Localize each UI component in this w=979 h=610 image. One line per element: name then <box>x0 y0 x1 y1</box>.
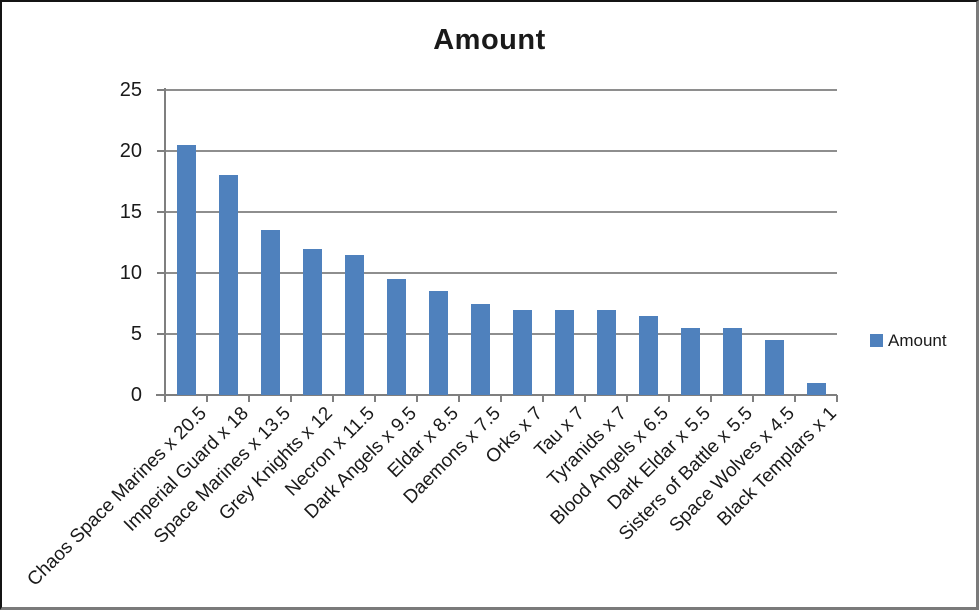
legend-label: Amount <box>888 331 947 350</box>
y-axis-tick-label: 25 <box>119 79 142 101</box>
x-axis-tick <box>248 395 250 402</box>
x-axis-tick <box>332 395 334 402</box>
bar <box>428 291 448 395</box>
gridline <box>165 150 837 152</box>
bar <box>218 175 238 395</box>
x-axis-tick <box>584 395 586 402</box>
x-axis-tick <box>710 395 712 402</box>
bar <box>176 144 196 395</box>
x-axis-tick <box>752 395 754 402</box>
bar <box>638 315 658 395</box>
gridline <box>165 89 837 91</box>
y-axis-tick-label: 15 <box>119 201 142 223</box>
legend: Amount <box>870 331 947 350</box>
bar <box>512 309 532 395</box>
y-axis-tick-label: 10 <box>119 262 142 284</box>
x-axis-line <box>156 394 837 396</box>
bar <box>344 254 364 395</box>
x-axis-tick <box>542 395 544 402</box>
y-axis-tick <box>157 333 165 335</box>
x-axis-tick <box>374 395 376 402</box>
bar <box>764 340 784 395</box>
x-axis-tick <box>458 395 460 402</box>
y-axis-tick-label: 20 <box>119 140 142 162</box>
bar <box>722 327 742 395</box>
y-axis-tick-label: 0 <box>130 384 142 406</box>
chart-title: Amount <box>433 24 546 56</box>
y-axis-tick-label: 5 <box>130 323 142 345</box>
x-axis-tick <box>290 395 292 402</box>
x-axis-tick <box>416 395 418 402</box>
gridline <box>165 211 837 213</box>
x-axis-tick <box>206 395 208 402</box>
x-axis-tick <box>164 395 166 402</box>
bar <box>596 309 616 395</box>
y-axis-line <box>164 88 166 396</box>
gridline <box>165 333 837 335</box>
bar <box>554 309 574 395</box>
bar <box>260 230 280 395</box>
gridline <box>165 272 837 274</box>
y-axis-tick <box>157 150 165 152</box>
x-axis-tick <box>794 395 796 402</box>
bar <box>680 327 700 395</box>
bar <box>470 303 490 395</box>
bar <box>806 382 826 395</box>
y-axis-tick <box>157 211 165 213</box>
legend-marker <box>870 334 883 347</box>
bar <box>386 279 406 395</box>
x-axis-tick <box>500 395 502 402</box>
x-axis-tick <box>836 395 838 402</box>
x-axis-tick <box>626 395 628 402</box>
x-axis-tick <box>668 395 670 402</box>
bar <box>302 248 322 395</box>
y-axis-tick <box>157 89 165 91</box>
y-axis-tick <box>157 272 165 274</box>
